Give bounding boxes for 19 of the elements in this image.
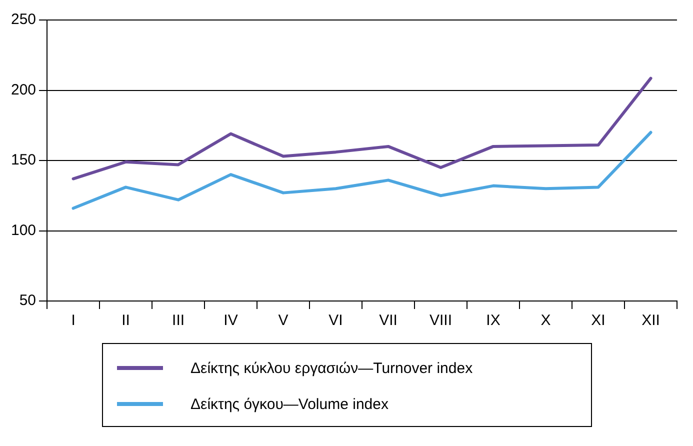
x-tick-label: IX [486,312,500,330]
y-tick-label: 200 [10,81,36,98]
x-tick-label: VIII [430,312,452,330]
y-tick-label: 250 [10,11,36,28]
x-tick-label: X [540,312,551,330]
x-tick-label: IV [224,312,238,330]
legend-label: Δείκτης κύκλου εργασιών—Turnover index [190,360,473,376]
x-tick-label: III [172,312,185,330]
x-tick-label: VII [379,312,398,330]
x-tick-label: I [71,312,76,330]
x-tick-label: VI [328,312,343,330]
y-tick-label: 100 [10,222,36,239]
x-tick-label: XI [591,312,606,330]
legend-label: Δείκτης όγκου—Volume index [190,396,388,412]
y-tick-label: 150 [10,152,36,169]
x-tick-label: II [122,312,130,330]
x-tick-label: XII [642,312,660,330]
x-tick-label: V [278,312,288,330]
y-tick-label: 50 [19,292,36,310]
